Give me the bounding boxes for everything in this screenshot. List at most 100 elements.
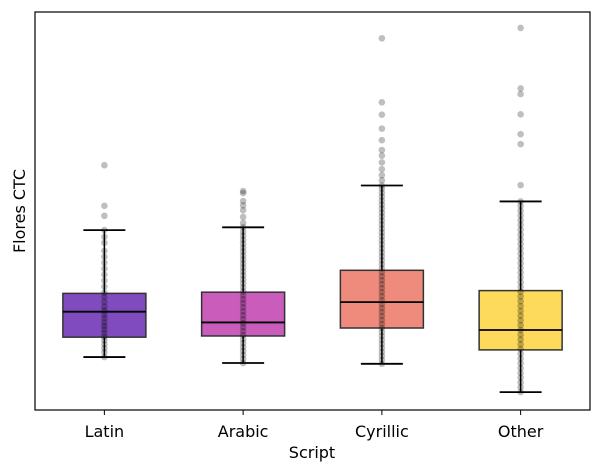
data-point (239, 248, 247, 255)
data-point (517, 269, 524, 276)
data-point (517, 336, 524, 343)
box-arabic (200, 291, 286, 337)
data-point (101, 283, 108, 290)
data-point (378, 205, 386, 212)
data-point (239, 351, 247, 359)
data-point (517, 278, 524, 286)
data-point (239, 315, 247, 323)
data-point (101, 259, 108, 267)
data-point (517, 302, 524, 310)
plot-area (62, 24, 563, 396)
data-point (239, 244, 247, 251)
data-point (517, 259, 524, 267)
data-point (517, 240, 524, 248)
data-point (378, 265, 386, 272)
data-point (378, 304, 386, 312)
data-point (517, 312, 524, 319)
data-point (239, 339, 247, 347)
data-point (239, 219, 247, 227)
data-point (101, 337, 108, 344)
data-point (239, 323, 247, 331)
data-point (517, 374, 524, 382)
data-point (517, 283, 524, 291)
data-point (378, 171, 386, 179)
x-axis-label: Script (289, 443, 335, 462)
data-point (517, 379, 524, 386)
data-point (101, 247, 108, 255)
data-point (239, 256, 247, 263)
data-point (101, 348, 108, 356)
data-point (378, 312, 386, 320)
data-point (517, 235, 524, 243)
data-point (517, 345, 524, 353)
data-point (101, 303, 108, 310)
data-point (378, 182, 386, 189)
data-point (378, 229, 386, 236)
data-point (101, 319, 108, 326)
data-point (517, 181, 524, 189)
data-point (517, 24, 524, 32)
data-point (378, 328, 386, 336)
data-point (101, 277, 108, 284)
data-point (239, 268, 247, 275)
data-point (239, 335, 247, 343)
data-point (517, 85, 524, 92)
data-point (378, 257, 386, 264)
data-point (239, 355, 247, 363)
data-point (517, 202, 524, 210)
data-point (378, 111, 386, 118)
data-point (378, 193, 386, 200)
data-point (378, 233, 386, 240)
data-point (239, 311, 247, 319)
data-point (239, 359, 247, 367)
data-point (378, 221, 386, 228)
box-other (478, 289, 563, 351)
data-point (239, 252, 247, 259)
data-point (239, 189, 247, 197)
data-point (517, 216, 524, 224)
data-point (378, 360, 386, 368)
data-point (239, 280, 247, 287)
data-point (101, 341, 108, 348)
data-point (517, 364, 524, 372)
data-point (378, 280, 386, 288)
data-point (378, 99, 386, 106)
data-point (378, 209, 386, 216)
data-point (239, 202, 247, 209)
data-point (101, 322, 108, 330)
data-point (517, 293, 524, 300)
data-point (239, 347, 247, 355)
x-tick-label: Arabic (218, 422, 269, 441)
data-point (517, 90, 524, 98)
data-point (517, 221, 524, 229)
data-point (517, 110, 524, 118)
data-point (517, 341, 524, 348)
data-point (378, 272, 386, 280)
data-point (239, 296, 247, 303)
box-cyrillic (339, 269, 425, 329)
data-point (517, 307, 524, 315)
data-point (378, 237, 386, 244)
box-group-cyrillic (339, 34, 425, 368)
data-point (239, 228, 247, 235)
data-point (239, 327, 247, 335)
data-point (517, 369, 524, 377)
data-point (517, 350, 524, 358)
data-point (101, 253, 108, 261)
data-point (101, 239, 108, 247)
data-point (378, 125, 386, 132)
data-point (378, 340, 386, 348)
box-group-arabic (200, 187, 286, 367)
data-point (378, 336, 386, 344)
data-point (101, 311, 108, 318)
box-group-latin (62, 161, 147, 361)
data-point (378, 288, 386, 296)
data-point (101, 212, 108, 220)
data-point (239, 272, 247, 279)
data-point (517, 207, 524, 214)
data-point (239, 288, 247, 295)
data-point (378, 165, 386, 173)
x-tick-label: Latin (85, 422, 125, 441)
data-point (517, 274, 524, 281)
